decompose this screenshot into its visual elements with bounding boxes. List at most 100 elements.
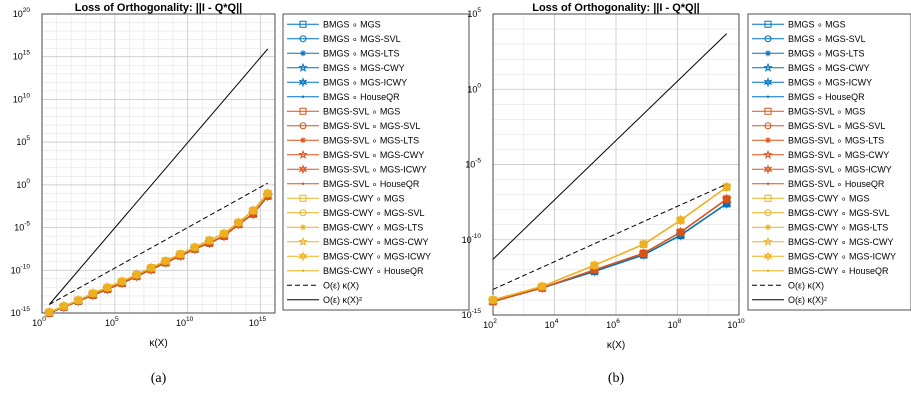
data-point-marker-shape xyxy=(190,241,200,253)
legend-marker-shape xyxy=(763,236,773,246)
x-tick-label: 1015 xyxy=(249,316,267,328)
legend-marker-shape xyxy=(763,149,773,159)
y-tick-label: 10-15 xyxy=(462,308,482,320)
reference-line-eps-kappa xyxy=(49,182,268,305)
legend-item: BMGS-CWY ∘ MGS-ICWY xyxy=(752,251,896,262)
data-point-marker xyxy=(208,239,211,242)
legend-marker xyxy=(299,107,307,115)
legend-marker-shape xyxy=(764,194,772,202)
data-point-marker xyxy=(541,285,544,288)
legend-marker xyxy=(765,224,771,231)
data-point-marker xyxy=(73,294,84,306)
legend-item: BMGS-CWY ∘ HouseQR xyxy=(287,266,424,276)
plot-frame xyxy=(41,13,276,314)
data-point-marker xyxy=(193,246,197,249)
legend-marker xyxy=(298,149,308,159)
legend-marker xyxy=(300,50,306,57)
data-point-marker xyxy=(102,281,113,293)
y-tick-label-base: 10 xyxy=(462,235,472,245)
legend-item: BMGS ∘ HouseQR xyxy=(752,92,865,102)
legend-marker-shape xyxy=(298,149,308,159)
x-tick-label-exponent: 0 xyxy=(42,316,46,323)
data-point-marker-shape xyxy=(679,218,682,222)
legend-item: BMGS-CWY ∘ HouseQR xyxy=(752,266,889,276)
data-point-marker xyxy=(679,231,682,234)
legend-item: BMGS-SVL ∘ MGS-LTS xyxy=(752,135,884,145)
panel-a: 100 105 1010 101510-1510-1010-5100105101010… xyxy=(11,2,470,386)
legend-marker xyxy=(298,62,308,72)
legend-item: BMGS-CWY ∘ MGS-SVL xyxy=(752,208,889,218)
legend-item: BMGS ∘ MGS-ICWY xyxy=(287,77,407,88)
legend-item: O(ε) κ(X)² xyxy=(752,295,827,305)
y-tick-label-exponent: 0 xyxy=(477,82,481,89)
legend-label: BMGS ∘ MGS-ICWY xyxy=(788,77,872,87)
data-point-marker-shape xyxy=(679,231,682,234)
data-point-marker-shape xyxy=(725,185,728,189)
legend-marker xyxy=(763,149,773,159)
legend-marker-shape xyxy=(766,269,770,272)
legend-item: BMGS-SVL ∘ HouseQR xyxy=(752,179,885,189)
data-point-marker-shape xyxy=(541,285,544,288)
legend-label: BMGS-CWY ∘ MGS-LTS xyxy=(323,222,423,232)
legend-marker xyxy=(299,209,307,217)
legend-label: BMGS-CWY ∘ MGS-LTS xyxy=(788,222,888,232)
panel-caption: (b) xyxy=(608,371,625,386)
x-tick-label-base: 10 xyxy=(727,320,737,330)
legend-item: O(ε) κ(X) xyxy=(287,280,359,290)
legend-marker-shape xyxy=(299,20,307,28)
legend-item: BMGS-CWY ∘ MGS xyxy=(752,193,869,203)
y-tick-label-base: 10 xyxy=(13,52,23,62)
legend-marker-shape xyxy=(763,77,773,88)
legend-item: BMGS ∘ MGS-CWY xyxy=(287,63,405,73)
legend-marker xyxy=(299,122,307,130)
legend-marker xyxy=(299,194,307,202)
legend-marker xyxy=(766,269,770,272)
series-group xyxy=(44,48,273,319)
data-point-marker xyxy=(266,192,269,195)
data-point-marker-shape xyxy=(488,294,498,306)
legend-box xyxy=(282,13,470,311)
data-point-marker xyxy=(491,298,495,302)
y-tick-label-exponent: 5 xyxy=(477,7,481,14)
data-point-marker-shape xyxy=(88,287,98,299)
y-tick-label: 1015 xyxy=(13,50,31,62)
y-tick-label-base: 10 xyxy=(11,308,21,318)
legend-label: BMGS ∘ MGS xyxy=(788,19,846,29)
y-tick-label: 1010 xyxy=(13,92,31,104)
series-line-bmgs-cwy xyxy=(492,186,728,301)
legend-label: BMGS-SVL ∘ MGS-LTS xyxy=(788,135,884,145)
y-tick-label: 1020 xyxy=(13,7,31,19)
data-point-marker xyxy=(120,280,124,283)
data-point-marker-shape xyxy=(725,197,728,201)
data-point-marker-shape xyxy=(638,247,649,259)
data-point-marker-shape xyxy=(589,259,600,271)
x-tick-label-base: 10 xyxy=(606,320,616,330)
legend-label: O(ε) κ(X) xyxy=(788,280,824,290)
legend-item: BMGS-SVL ∘ MGS-CWY xyxy=(752,150,889,160)
data-point-marker xyxy=(91,292,95,295)
data-point-marker-shape xyxy=(675,214,686,226)
data-point-marker xyxy=(675,226,686,238)
legend-marker-stroke xyxy=(300,137,306,143)
legend-label: BMGS ∘ MGS-LTS xyxy=(788,48,864,58)
y-tick-label: 105 xyxy=(16,135,30,147)
data-point-marker-shape xyxy=(237,221,240,224)
x-tick-label-exponent: 10 xyxy=(737,318,745,325)
legend-label: BMGS-SVL ∘ MGS-CWY xyxy=(323,150,424,160)
data-point-marker xyxy=(44,306,55,318)
data-point-marker xyxy=(722,193,732,205)
legend-marker xyxy=(765,137,771,144)
legend-marker-shape xyxy=(764,107,772,115)
y-tick-label: 10-10 xyxy=(462,233,482,245)
data-point-marker-shape xyxy=(44,306,55,318)
legend-label: BMGS-SVL ∘ HouseQR xyxy=(788,179,885,189)
legend-item: BMGS-SVL ∘ MGS-ICWY xyxy=(287,164,427,175)
x-tick-label-exponent: 2 xyxy=(493,318,497,325)
legend-item: BMGS ∘ MGS xyxy=(287,19,381,29)
x-tick-label-exponent: 5 xyxy=(115,316,119,323)
data-point-marker-shape xyxy=(77,298,80,302)
legend-item: BMGS-CWY ∘ MGS-SVL xyxy=(287,208,424,218)
data-point-marker-shape xyxy=(642,243,645,246)
data-point-marker xyxy=(725,185,728,189)
